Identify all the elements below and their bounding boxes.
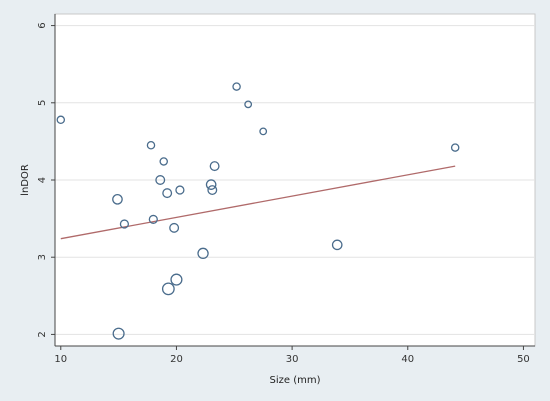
scatter-point [119,219,130,229]
x-tick-label: 30 [286,354,299,365]
y-tick-label: 6 [37,22,48,28]
x-axis-label: Size (mm) [270,375,321,386]
y-axis-ticks: 2 3 4 5 6 [37,22,55,338]
scatter-point [155,175,166,185]
scatter-point [162,188,173,199]
scatter-point [148,214,158,224]
scatter-point [232,82,241,91]
scatter-point [170,273,183,286]
scatter-point [205,179,217,190]
y-axis-label: lnDOR [20,164,31,196]
x-tick-label: 40 [401,354,414,365]
x-tick-label: 50 [517,354,530,365]
scatter-point [244,100,253,109]
scatter-point [146,141,156,150]
data-points [56,82,460,340]
scatter-point [159,157,168,166]
x-tick-label: 10 [54,354,67,365]
scatter-point [175,185,185,195]
scatter-point [56,115,66,125]
gridlines [55,25,535,335]
scatter-point [161,282,175,296]
x-tick-label: 20 [170,354,183,365]
x-axis-ticks: 10 20 30 40 50 [54,346,530,365]
scatter-point [450,143,460,152]
scatter-point [112,193,123,205]
fit-line-group [60,165,456,240]
y-tick-label: 5 [37,100,48,106]
y-tick-label: 4 [37,177,48,183]
scatter-point [331,239,343,251]
scatter-point [207,185,218,196]
scatter-point [169,222,180,233]
y-tick-label: 2 [37,331,48,337]
scatter-point [197,247,209,260]
scatter-point [259,127,268,136]
scatter-point [209,161,220,172]
scatter-point [112,327,125,340]
y-tick-label: 3 [37,254,48,260]
fit-line [60,165,456,240]
